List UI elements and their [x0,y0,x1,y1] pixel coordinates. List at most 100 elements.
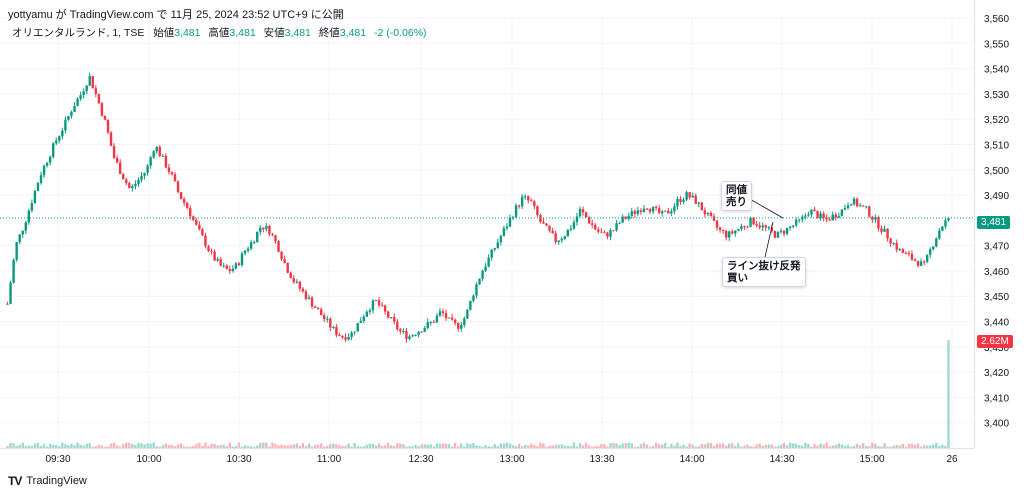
candle-body [58,136,61,141]
candle-body [816,211,819,219]
volume-bar [615,443,618,448]
candle-body [633,211,637,214]
candle-body [460,324,463,329]
volume-bar [791,443,795,448]
price-tick-label: 3,490 [984,191,1009,202]
volume-bar [709,443,713,448]
volume-bar [661,444,664,448]
publish-credit: yottyamu が TradingView.com で 11月 25, 202… [8,9,344,21]
candle-body [94,88,98,94]
volume-bar [901,443,904,448]
volume-bar [274,443,277,448]
candle-body [6,303,9,305]
candle-body [636,210,640,214]
volume-bar [621,443,624,448]
volume-bar [155,446,158,448]
volume-bar [161,445,165,448]
volume-bar [42,443,46,448]
volume-bar [201,445,204,448]
candle-body [566,229,570,237]
symbol-label[interactable]: オリエンタルランド, 1, TSE [12,27,145,39]
candle-body [27,210,31,223]
candle-body [919,261,923,266]
annotation-pointers [747,197,784,258]
candle-body [42,165,46,176]
candle-body [164,155,168,168]
volume-bar [441,443,445,448]
price-tick-label: 3,470 [984,242,1009,253]
candle-body [313,306,317,309]
candle-body [356,322,359,332]
candle-body [274,235,277,242]
time-axis[interactable]: 09:30 10:00 10:30 11:00 12:30 13:00 13:30 14:00… [45,454,958,465]
candle-body [779,230,783,232]
candle-body [594,224,597,230]
volume-bar [594,446,597,448]
candle-body [131,186,134,189]
volume-bar [432,446,436,448]
candle-body [862,205,865,207]
candle-body [399,329,402,332]
tradingview-name: TradingView [26,475,87,487]
volume-bar [231,446,235,448]
candle-body [386,311,390,318]
open-value: 3,481 [174,27,201,39]
volume-bar [344,445,347,448]
volume-bar [606,446,609,448]
volume-bar [691,444,694,448]
time-tick-label: 15:00 [859,454,884,465]
volume-bar [82,445,85,448]
candle-body [490,249,493,258]
volume-bar [731,443,734,448]
candle-body [18,234,21,243]
volume-bar [883,443,886,448]
volume-bar [718,443,722,448]
volume-bar [383,445,387,448]
annotation-buy[interactable]: ライン抜け反発 買い [722,257,806,287]
volume-bar [496,446,499,448]
volume-bar [140,443,143,448]
annotation-sell[interactable]: 同値 売り [721,181,752,211]
tradingview-brand[interactable]: TV TradingView [8,474,87,488]
ohlc-legend: オリエンタルランド, 1, TSE 始値3,481 高値3,481 安値3,48… [12,25,427,40]
volume-bar [749,446,752,448]
volume-bar [179,443,183,448]
candle-body [204,235,207,247]
volume-bar [170,445,174,448]
volume-bar [816,445,819,448]
candle-body [874,217,877,220]
candle-body [597,229,600,232]
candle-body [895,243,898,250]
volume-bar [283,445,286,448]
volume-bar [475,445,478,448]
candle-body [326,318,329,320]
volume-bar [782,442,786,448]
volume-bar [484,445,487,448]
candle-body [819,213,822,219]
candle-body [609,230,612,237]
volume-bar [338,444,341,448]
volume-bar [798,445,801,448]
volume-bar [469,444,472,448]
candle-body [889,238,892,244]
volume-bar [743,445,746,448]
volume-bar [636,446,640,448]
candle-body [271,234,274,236]
volume-bar [524,445,527,448]
volume-bar [657,444,661,448]
candle-body [849,204,853,206]
volume-bar [176,444,180,448]
candle-body [231,268,235,272]
volume-bar [700,443,704,448]
candle-body [182,199,186,203]
volume-bar [329,443,332,448]
volume-bar [6,445,9,448]
volume-bar [259,442,262,448]
candle-body [426,322,429,328]
candle-body [73,105,76,112]
volume-bar [603,444,606,448]
candle-body [706,212,710,215]
candle-body [630,211,633,216]
